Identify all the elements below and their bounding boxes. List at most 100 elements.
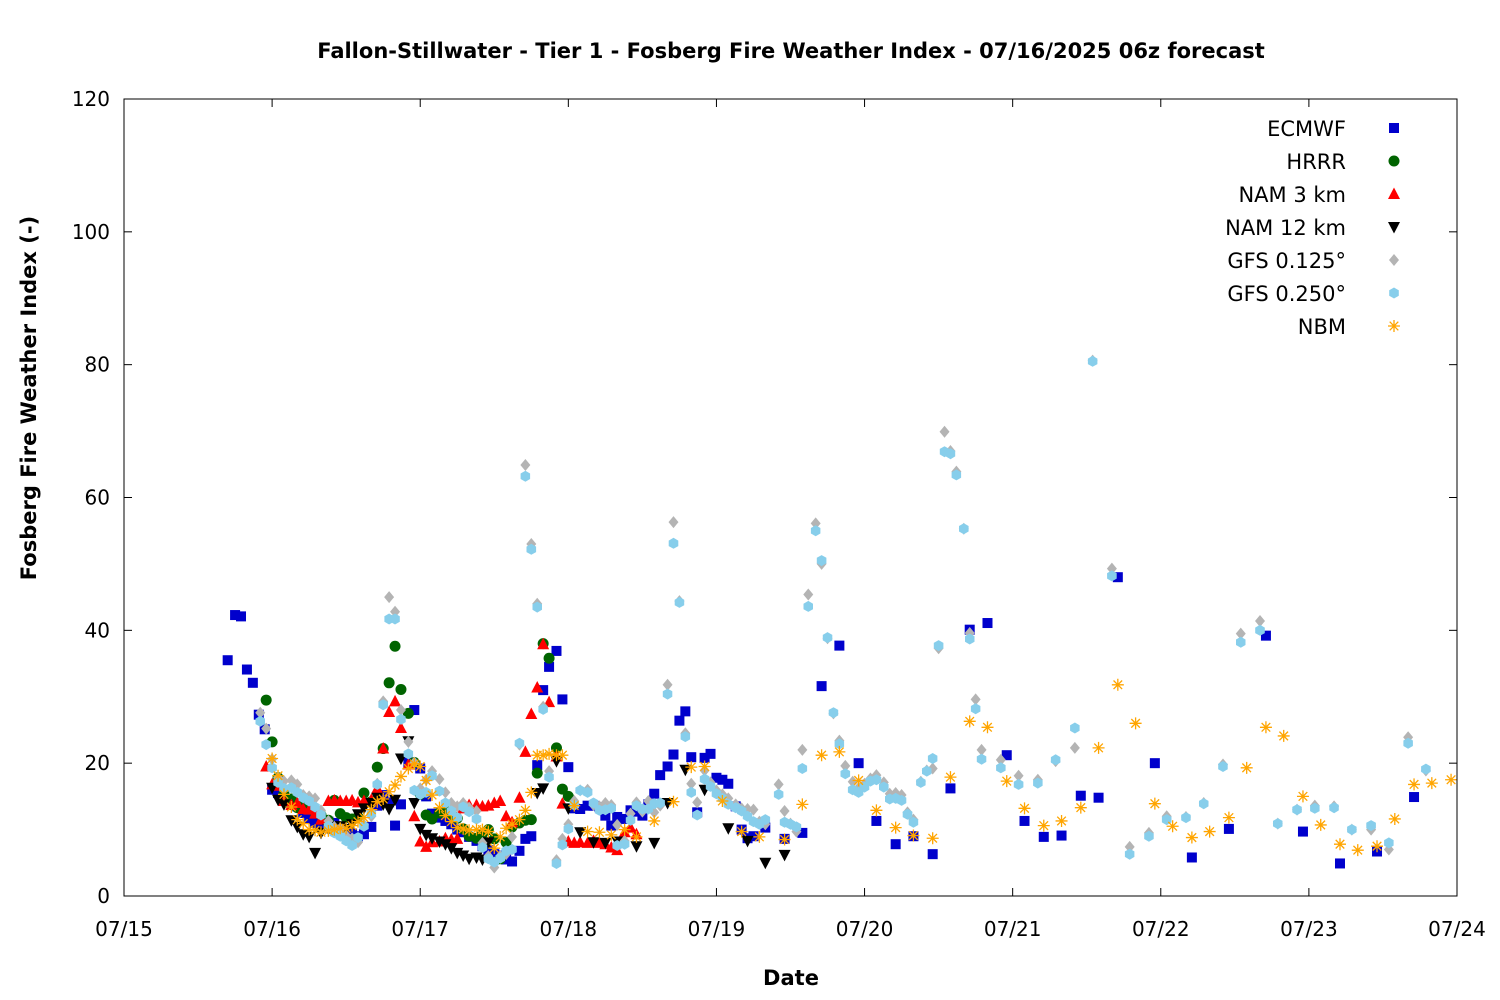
data-point <box>797 827 808 838</box>
data-point <box>907 829 920 842</box>
data-point <box>414 835 427 847</box>
data-point <box>582 800 593 811</box>
data-point <box>316 809 326 821</box>
data-point <box>1124 840 1135 853</box>
data-point <box>996 762 1006 774</box>
data-point <box>531 767 543 779</box>
data-point <box>414 823 427 836</box>
data-point <box>685 761 698 774</box>
data-point <box>574 835 587 848</box>
data-point <box>426 833 439 845</box>
data-point <box>810 517 821 530</box>
data-point <box>451 821 464 834</box>
data-point <box>556 749 569 762</box>
x-tick-label: 07/15 <box>95 917 153 941</box>
data-point <box>1075 790 1086 801</box>
data-point <box>1408 778 1421 791</box>
data-point <box>328 823 341 836</box>
data-point <box>520 458 531 471</box>
x-tick-label: 07/16 <box>243 917 301 941</box>
data-point <box>544 661 555 672</box>
data-point <box>267 762 277 774</box>
data-point <box>606 820 617 831</box>
data-point <box>445 815 458 828</box>
data-point <box>1199 798 1209 810</box>
data-point <box>1203 825 1216 838</box>
data-point <box>822 632 833 644</box>
data-point <box>494 794 507 807</box>
data-point <box>309 824 322 837</box>
data-point <box>372 778 382 790</box>
data-point <box>1087 355 1098 367</box>
data-point <box>1333 838 1346 851</box>
data-point <box>692 796 703 809</box>
series-5 <box>255 355 1431 869</box>
data-point <box>291 813 304 826</box>
data-point <box>519 804 532 817</box>
data-point <box>680 706 691 717</box>
data-point <box>1181 812 1191 824</box>
legend-label: ECMWF <box>1267 117 1346 141</box>
data-point <box>1384 837 1394 849</box>
data-point <box>1149 758 1160 769</box>
data-point <box>526 831 537 842</box>
data-point <box>488 842 501 855</box>
data-point <box>420 829 433 842</box>
data-point <box>403 748 414 760</box>
data-point <box>1277 729 1290 742</box>
data-point <box>463 824 476 837</box>
data-point <box>593 826 606 839</box>
data-point <box>852 774 865 787</box>
data-point <box>970 703 981 715</box>
data-point <box>377 793 390 806</box>
data-point <box>357 803 370 815</box>
data-point <box>303 823 316 836</box>
data-point <box>982 618 993 629</box>
data-point <box>507 844 517 855</box>
data-point <box>711 772 722 783</box>
data-point <box>587 837 600 849</box>
data-point <box>526 543 537 555</box>
data-point <box>896 794 907 806</box>
data-point <box>599 837 612 850</box>
data-point <box>922 765 932 777</box>
data-point <box>871 774 882 786</box>
data-point <box>723 778 734 789</box>
data-point <box>500 809 513 822</box>
data-point <box>314 826 327 839</box>
data-point <box>1185 831 1198 844</box>
data-point <box>500 822 513 835</box>
data-point <box>834 738 845 750</box>
data-point <box>916 776 926 788</box>
data-point <box>630 830 643 843</box>
data-point <box>532 601 542 613</box>
data-point <box>390 820 401 831</box>
data-point <box>791 821 802 833</box>
data-point <box>563 762 574 773</box>
data-point <box>1388 812 1401 825</box>
data-point <box>1421 763 1431 775</box>
data-point <box>816 681 827 692</box>
data-point <box>409 705 420 716</box>
data-point <box>735 825 748 838</box>
data-point <box>810 525 821 537</box>
data-point <box>352 809 365 821</box>
data-point <box>495 852 505 864</box>
data-point <box>674 596 685 608</box>
data-point <box>717 774 728 785</box>
data-point <box>686 752 697 763</box>
data-point <box>840 759 851 772</box>
y-tick-label: 20 <box>85 751 110 775</box>
data-point <box>1112 572 1123 583</box>
data-point <box>519 745 532 757</box>
data-point <box>261 739 271 751</box>
x-tick-label: 07/22 <box>1132 917 1190 941</box>
data-point <box>538 685 549 696</box>
data-point <box>439 809 452 822</box>
data-point <box>1144 830 1154 842</box>
data-point <box>606 802 616 814</box>
data-point <box>699 752 710 763</box>
data-point <box>705 780 716 792</box>
data-point <box>403 735 414 748</box>
